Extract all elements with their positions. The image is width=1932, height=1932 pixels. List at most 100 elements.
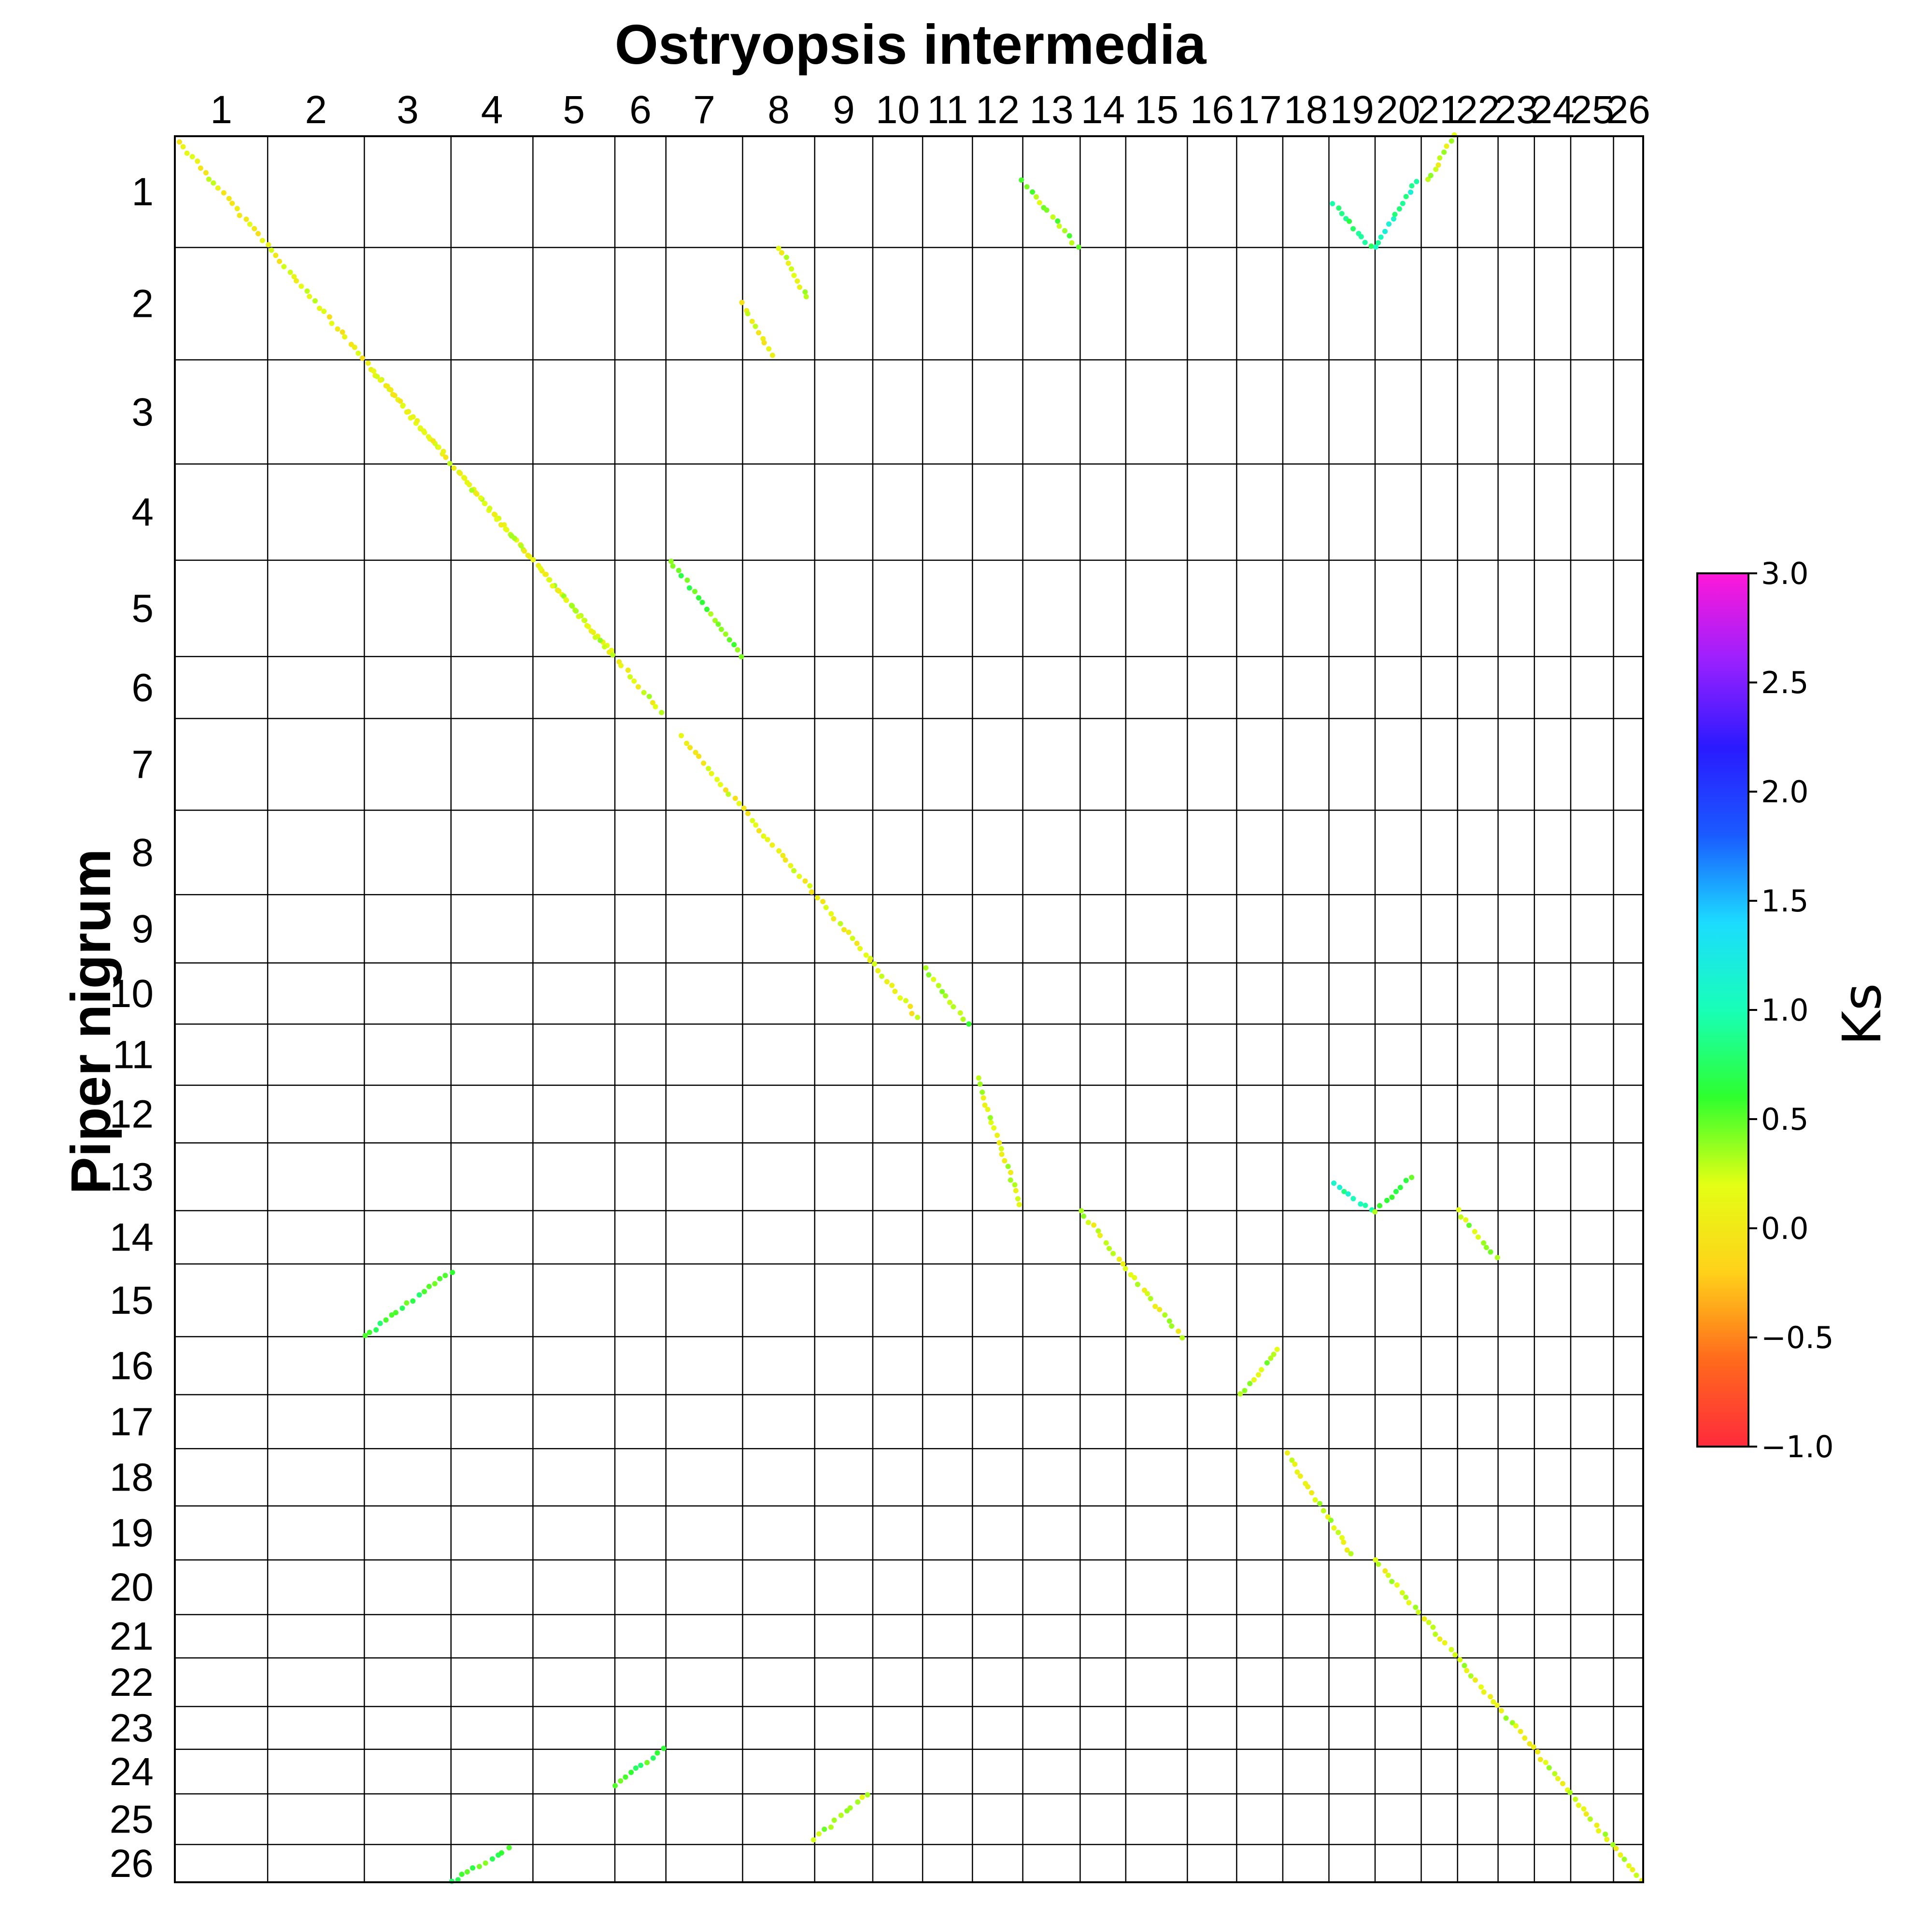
synteny-point <box>828 1824 834 1830</box>
synteny-point <box>1409 183 1415 189</box>
synteny-point <box>1385 1572 1391 1578</box>
synteny-point <box>1345 1191 1351 1197</box>
synteny-point <box>1358 1201 1364 1207</box>
synteny-point <box>838 921 843 926</box>
synteny-point <box>1634 1872 1639 1878</box>
synteny-point <box>612 1783 618 1789</box>
synteny-point <box>749 318 755 324</box>
synteny-point <box>745 311 751 316</box>
synteny-point <box>1251 1377 1257 1383</box>
synteny-point <box>1382 1568 1388 1574</box>
synteny-point <box>718 781 724 787</box>
synteny-point <box>960 1016 966 1022</box>
synteny-point <box>1462 1662 1467 1668</box>
synteny-point <box>572 607 578 613</box>
synteny-point <box>765 837 770 842</box>
synteny-point <box>850 936 855 941</box>
synteny-point <box>1426 1619 1432 1625</box>
x-tick-label: 23 <box>1494 88 1538 132</box>
synteny-point <box>464 1869 470 1875</box>
synteny-point <box>1626 1863 1632 1869</box>
synteny-point <box>1294 1469 1300 1475</box>
synteny-point <box>1546 1765 1552 1771</box>
synteny-point <box>1015 1196 1021 1202</box>
synteny-point <box>1076 244 1081 250</box>
synteny-point <box>761 833 767 839</box>
synteny-point <box>723 631 728 637</box>
y-tick-label: 6 <box>131 666 154 710</box>
synteny-point <box>957 1010 963 1016</box>
synteny-point <box>936 982 941 988</box>
synteny-point <box>1604 1836 1610 1842</box>
synteny-point <box>377 377 383 383</box>
synteny-point <box>377 1321 383 1326</box>
synteny-point <box>679 733 684 739</box>
synteny-point <box>766 346 772 352</box>
synteny-point <box>1414 179 1420 185</box>
synteny-point <box>1441 149 1447 155</box>
synteny-point <box>1103 1240 1109 1246</box>
synteny-point <box>782 857 788 863</box>
synteny-point <box>243 216 249 222</box>
synteny-point <box>1274 1347 1280 1352</box>
synteny-point <box>987 1115 993 1121</box>
x-tick-label: 22 <box>1456 88 1500 132</box>
x-tick-label: 26 <box>1606 88 1650 132</box>
synteny-point <box>450 1270 455 1276</box>
synteny-point <box>430 438 436 444</box>
synteny-point <box>1373 244 1378 250</box>
synteny-point <box>1331 1525 1337 1531</box>
synteny-point <box>416 1292 422 1298</box>
synteny-point <box>863 952 869 958</box>
synteny-point <box>1457 1657 1463 1662</box>
synteny-point <box>1237 1391 1243 1397</box>
synteny-point <box>569 603 575 609</box>
synteny-point <box>659 710 665 715</box>
synteny-point <box>1618 1852 1623 1858</box>
synteny-point <box>994 1133 1000 1138</box>
synteny-point <box>939 989 945 994</box>
synteny-point <box>371 368 377 374</box>
y-tick-label: 26 <box>110 1842 154 1886</box>
synteny-point <box>735 647 740 653</box>
synteny-point <box>1259 1367 1264 1373</box>
y-tick-label: 9 <box>131 907 154 951</box>
synteny-point <box>543 571 549 577</box>
synteny-point <box>312 298 318 304</box>
synteny-point <box>985 1107 991 1112</box>
y-tick-label: 8 <box>131 831 154 875</box>
synteny-point <box>678 573 684 579</box>
synteny-point <box>693 750 698 755</box>
synteny-point <box>704 607 710 612</box>
synteny-point <box>1621 1857 1627 1862</box>
colorbar-tick-label: −1.0 <box>1761 1429 1834 1464</box>
synteny-point <box>1350 1196 1356 1202</box>
synteny-point <box>684 577 690 583</box>
synteny-point <box>1389 1194 1395 1200</box>
synteny-point <box>440 449 446 455</box>
synteny-point <box>753 324 758 329</box>
synteny-point <box>221 190 227 196</box>
x-tick-label: 11 <box>927 88 968 132</box>
synteny-point <box>184 150 190 156</box>
synteny-point <box>1603 1832 1608 1837</box>
synteny-point <box>404 1300 410 1306</box>
synteny-point <box>1403 1594 1409 1600</box>
synteny-point <box>1567 1790 1573 1795</box>
synteny-point <box>189 154 195 159</box>
synteny-point <box>1331 1180 1337 1186</box>
synteny-point <box>525 553 531 558</box>
synteny-point <box>1463 1217 1469 1223</box>
x-tick-label: 20 <box>1376 88 1420 132</box>
synteny-point <box>1437 155 1443 161</box>
synteny-point <box>384 383 390 389</box>
synteny-point <box>237 213 242 218</box>
synteny-point <box>1433 167 1439 172</box>
synteny-point <box>650 700 655 706</box>
synteny-point <box>1518 1729 1523 1734</box>
synteny-point <box>1421 1616 1427 1622</box>
synteny-point <box>1393 1189 1399 1194</box>
synteny-point <box>1425 177 1431 183</box>
synteny-point <box>1055 218 1061 224</box>
synteny-point <box>1116 1256 1122 1262</box>
